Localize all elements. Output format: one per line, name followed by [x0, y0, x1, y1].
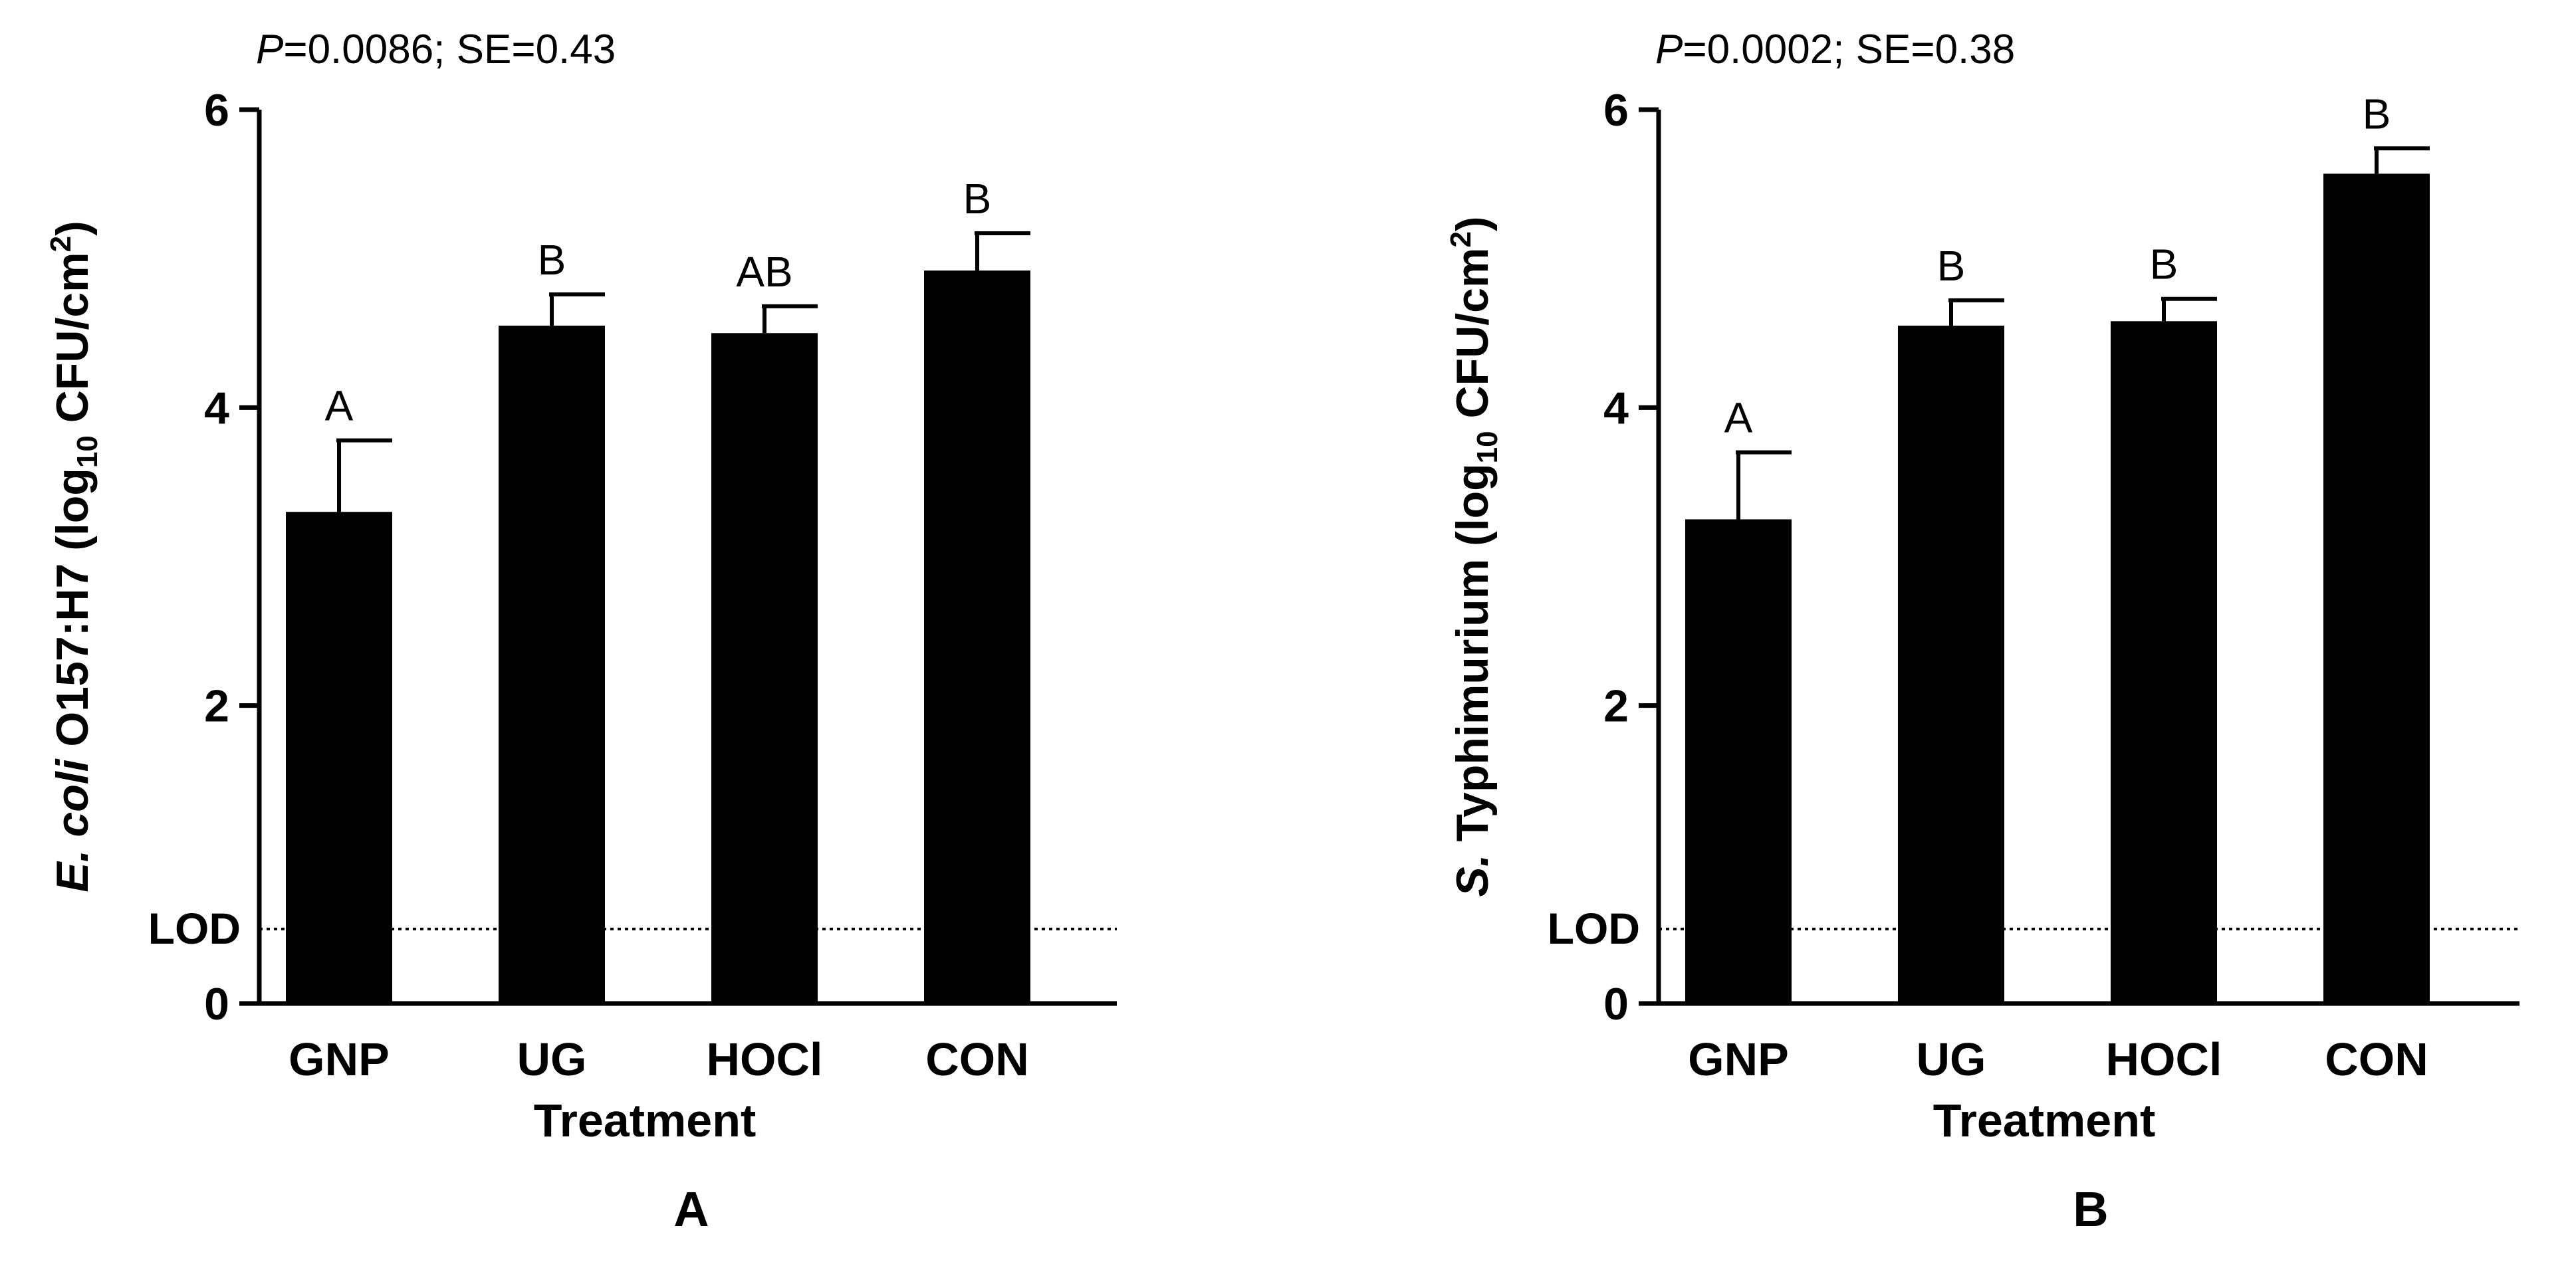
panel-letter-a: A [673, 1182, 709, 1237]
y-axis-title-part-5: ) [1447, 216, 1498, 231]
category-label-gnp: GNP [1688, 1033, 1789, 1085]
x-axis-title: Treatment [1933, 1095, 2156, 1146]
significance-letter-gnp: A [1724, 394, 1753, 442]
significance-letter-ug: B [1937, 242, 1966, 290]
bar-hocl [711, 333, 818, 1003]
significance-letter-hocl: AB [736, 248, 792, 296]
y-axis-title-part-3: CFU/cm [1447, 248, 1498, 431]
category-label-con: CON [2325, 1033, 2428, 1085]
y-axis-title-part-4: 2 [45, 236, 77, 252]
y-tick-label-0: 0 [204, 979, 229, 1029]
significance-letter-con: B [2363, 90, 2391, 138]
y-tick-label-6: 6 [204, 85, 229, 136]
stat-p-label: P [1655, 27, 1683, 72]
category-label-hocl: HOCl [2106, 1033, 2222, 1085]
panel-letter-b: B [2073, 1182, 2108, 1237]
y-tick-label-0: 0 [1603, 979, 1629, 1029]
lod-label: LOD [1548, 904, 1640, 953]
stat-annotation: P=0.0002; SE=0.38 [1655, 27, 2015, 72]
lod-label: LOD [148, 904, 241, 953]
category-label-con: CON [925, 1033, 1029, 1085]
significance-letter-con: B [963, 175, 992, 223]
y-axis-title-part-2: 10 [1471, 431, 1504, 463]
panel-b-chart: P=0.0002; SE=0.38 LOD A GNP B UG B HOCl B CON 0 2 4 6… [1445, 27, 2519, 1237]
stat-values: =0.0002; SE=0.38 [1683, 27, 2015, 72]
significance-letter-hocl: B [2150, 241, 2178, 288]
y-axis-title: E. coli O157:H7 (log10 CFU/cm2) [45, 221, 104, 893]
y-axis-title-part-0: E. coli [47, 758, 98, 892]
y-axis-title-part-1: O157:H7 (log [47, 468, 98, 759]
y-axis-title-part-2: 10 [71, 435, 104, 468]
significance-letter-ug: B [538, 236, 566, 284]
y-axis-title-part-4: 2 [1445, 231, 1477, 247]
x-axis-title: Treatment [534, 1095, 757, 1146]
y-tick-label-2: 2 [204, 681, 229, 732]
bar-ug [1898, 326, 2004, 1004]
panel-a-chart: P=0.0086; SE=0.43 LOD A GNP B UG AB HOCl B CON 0 2 4… [45, 27, 1117, 1237]
category-label-gnp: GNP [289, 1033, 390, 1085]
y-axis-title-part-0: S. [1447, 854, 1498, 897]
y-axis-title-part-5: ) [47, 221, 98, 236]
category-label-hocl: HOCl [707, 1033, 823, 1085]
bar-ug [499, 326, 605, 1004]
bar-con [2323, 173, 2430, 1004]
y-axis-title-part-1: Typhimurium (log [1447, 463, 1498, 854]
bar-hocl [2111, 321, 2217, 1004]
stat-values: =0.0086; SE=0.43 [283, 27, 616, 72]
category-label-ug: UG [1917, 1033, 1986, 1085]
y-tick-label-6: 6 [1603, 85, 1629, 136]
y-axis-title: S. Typhimurium (log10 CFU/cm2) [1445, 216, 1504, 897]
bar-con [924, 270, 1030, 1004]
significance-letter-gnp: A [325, 382, 354, 430]
y-tick-label-2: 2 [1603, 681, 1629, 732]
bar-gnp [1685, 519, 1792, 1003]
y-tick-label-4: 4 [204, 383, 229, 433]
y-tick-label-4: 4 [1603, 383, 1629, 433]
stat-annotation: P=0.0086; SE=0.43 [256, 27, 616, 72]
y-axis-title-part-3: CFU/cm [47, 252, 98, 435]
category-label-ug: UG [517, 1033, 587, 1085]
bar-gnp [286, 512, 392, 1003]
stat-p-label: P [256, 27, 283, 72]
